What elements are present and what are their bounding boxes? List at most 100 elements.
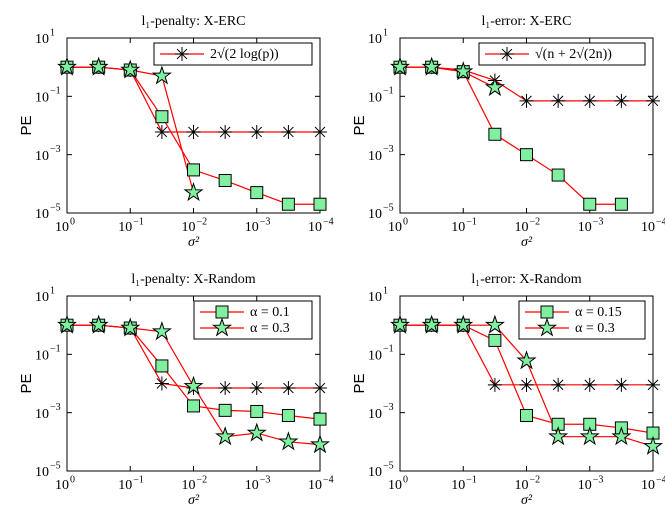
star-marker (151, 321, 172, 341)
square-marker (520, 148, 533, 162)
star-marker (56, 314, 78, 334)
x-tick-label: 10 (388, 478, 402, 493)
star-marker (421, 56, 442, 76)
y-tick-label: 10 (368, 91, 382, 106)
asterisk-marker (249, 124, 264, 139)
y-tick-label: 10 (368, 407, 382, 422)
x-tick-exponent: −3 (260, 474, 271, 485)
star-marker (611, 426, 632, 446)
square-marker (614, 197, 628, 211)
asterisk-marker (519, 93, 534, 108)
square-marker (215, 305, 229, 319)
asterisk-marker (500, 47, 514, 61)
x-tick-label: 10 (308, 220, 322, 235)
square-marker (520, 408, 533, 422)
x-tick-exponent: −3 (593, 474, 604, 485)
star-marker (453, 314, 474, 334)
square-marker (488, 127, 502, 141)
x-tick-label: 10 (182, 478, 196, 493)
asterisk-marker (218, 124, 233, 139)
chart-title: l₁-penalty: X-ERC (141, 14, 245, 29)
legend-box (478, 42, 646, 66)
legend-box (153, 42, 313, 66)
square-marker (583, 197, 597, 211)
asterisk-marker (646, 93, 660, 108)
star-marker (88, 56, 109, 76)
asterisk-marker (582, 93, 597, 108)
star-marker (183, 182, 204, 202)
x-tick-exponent: −4 (656, 216, 665, 227)
legend-label: α = 0.1 (250, 305, 290, 320)
legend-label: √(n + 2√(2n)) (535, 47, 612, 62)
x-tick-exponent: −1 (466, 474, 477, 485)
y-tick-exponent: −5 (383, 202, 394, 213)
x-tick-label: 10 (515, 478, 529, 493)
y-tick-label: 10 (368, 32, 382, 47)
x-tick-exponent: −1 (133, 474, 144, 485)
x-tick-exponent: −2 (530, 474, 541, 485)
y-tick-exponent: 1 (50, 27, 55, 38)
legend-box (518, 300, 646, 340)
asterisk-marker (487, 377, 502, 392)
y-tick-label: 10 (35, 149, 49, 164)
star-marker (309, 434, 331, 454)
square-marker (187, 163, 200, 177)
y-tick-exponent: −1 (50, 86, 61, 97)
asterisk-marker (186, 124, 201, 139)
x-tick-label: 10 (55, 220, 69, 235)
x-tick-exponent: −4 (656, 474, 665, 485)
y-tick-exponent: −5 (50, 460, 61, 471)
square-marker (313, 412, 327, 426)
square-marker (551, 168, 565, 182)
legend-box (193, 300, 313, 340)
y-tick-exponent: −1 (383, 86, 394, 97)
square-marker (488, 333, 502, 347)
star-marker (246, 422, 267, 442)
square-marker (187, 399, 200, 413)
legend-label: α = 0.3 (250, 321, 290, 336)
star-marker (484, 76, 505, 97)
y-axis-label: PE (351, 373, 368, 393)
legend-label: 2√(2 log(p)) (210, 47, 279, 62)
x-tick-label: 10 (578, 220, 592, 235)
x-tick-exponent: −2 (197, 474, 208, 485)
x-tick-label: 10 (245, 478, 259, 493)
square-marker (281, 408, 295, 422)
asterisk-marker (175, 47, 189, 61)
x-tick-exponent: −4 (323, 216, 334, 227)
x-tick-exponent: −4 (323, 474, 334, 485)
y-tick-label: 10 (35, 349, 49, 364)
asterisk-marker (313, 381, 327, 396)
x-tick-exponent: −1 (133, 216, 144, 227)
chart-title: l₁-error: X-Random (471, 272, 581, 287)
star-marker (211, 317, 233, 337)
x-tick-label: 10 (515, 220, 529, 235)
x-tick-label: 10 (451, 478, 465, 493)
y-tick-exponent: −1 (50, 344, 61, 355)
x-tick-exponent: 0 (403, 474, 408, 485)
legend-label: α = 0.15 (575, 305, 622, 320)
y-tick-label: 10 (35, 290, 49, 305)
square-marker (218, 174, 232, 188)
chart-title: l₁-penalty: X-Random (131, 272, 255, 287)
y-axis-label: PE (18, 373, 35, 393)
x-tick-label: 10 (55, 478, 69, 493)
x-tick-label: 10 (118, 478, 132, 493)
y-tick-exponent: 1 (383, 27, 388, 38)
square-marker (155, 359, 169, 373)
x-tick-exponent: −2 (197, 216, 208, 227)
y-tick-label: 10 (368, 290, 382, 305)
square-marker (218, 403, 232, 417)
asterisk-marker (614, 377, 629, 392)
y-tick-label: 10 (35, 465, 49, 480)
y-tick-label: 10 (35, 407, 49, 422)
legend-label: α = 0.3 (575, 321, 615, 336)
y-tick-label: 10 (368, 349, 382, 364)
square-marker (281, 197, 295, 211)
star-marker (215, 426, 236, 446)
star-marker (278, 431, 299, 451)
y-tick-label: 10 (368, 149, 382, 164)
asterisk-marker (281, 381, 296, 396)
y-axis-label: PE (351, 115, 368, 135)
